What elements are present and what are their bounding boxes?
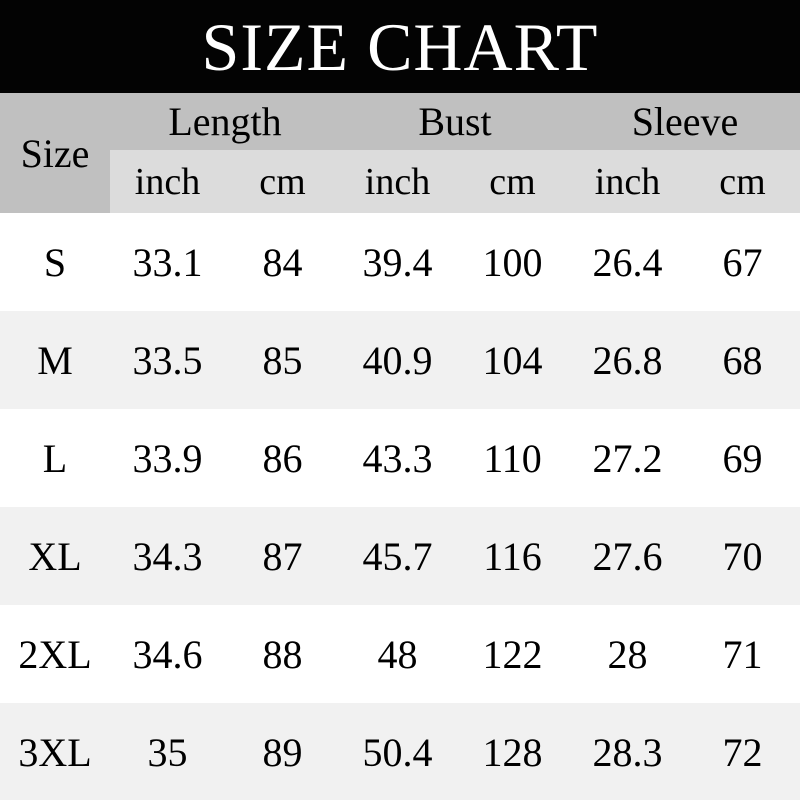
cell-sleeve-cm: 67 (722, 239, 763, 285)
title-banner: SIZE CHART (0, 0, 800, 93)
table-row-l: L 33.9 86 43.3 110 27.2 69 (0, 409, 800, 507)
table-body: S 33.1 84 39.4 100 26.4 67 M 33.5 85 40.… (0, 213, 800, 800)
cell-bust-inch: 50.4 (362, 729, 433, 775)
table-row-xl: XL 34.3 87 45.7 116 27.6 70 (0, 507, 800, 605)
row-size-label: XL (28, 533, 82, 579)
cell-sleeve-inch: 26.8 (592, 337, 663, 383)
column-group-bust: Bust (418, 99, 492, 144)
table-row-2xl: 2XL 34.6 88 48 122 28 71 (0, 605, 800, 703)
column-header-bust-cm: cm (489, 160, 536, 203)
cell-length-inch: 33.1 (132, 239, 203, 285)
cell-length-inch: 35 (147, 729, 188, 775)
cell-length-cm: 85 (262, 337, 303, 383)
cell-bust-cm: 104 (482, 337, 543, 383)
cell-length-inch: 33.9 (132, 435, 203, 481)
cell-length-cm: 89 (262, 729, 303, 775)
cell-length-cm: 86 (262, 435, 303, 481)
cell-bust-inch: 43.3 (362, 435, 433, 481)
cell-bust-cm: 122 (482, 631, 543, 677)
page-title: SIZE CHART (201, 8, 599, 85)
table-header: Size Length Bust Sleeve inch cm inch cm … (0, 93, 800, 213)
cell-sleeve-cm: 70 (722, 533, 763, 579)
column-group-length: Length (168, 99, 282, 144)
cell-length-cm: 87 (262, 533, 303, 579)
column-header-length-inch: inch (134, 160, 201, 203)
cell-length-inch: 33.5 (132, 337, 203, 383)
row-size-label: S (43, 239, 67, 285)
column-group-sleeve: Sleeve (631, 99, 739, 144)
row-size-label: M (37, 337, 73, 383)
cell-bust-inch: 45.7 (362, 533, 433, 579)
table-row-3xl: 3XL 35 89 50.4 128 28.3 72 (0, 703, 800, 800)
cell-length-inch: 34.3 (132, 533, 203, 579)
table-row-s: S 33.1 84 39.4 100 26.4 67 (0, 213, 800, 311)
column-header-sleeve-cm: cm (719, 160, 766, 203)
cell-sleeve-inch: 28.3 (592, 729, 663, 775)
cell-sleeve-inch: 26.4 (592, 239, 663, 285)
cell-length-cm: 88 (262, 631, 303, 677)
cell-bust-inch: 40.9 (362, 337, 433, 383)
column-header-length-cm: cm (259, 160, 306, 203)
cell-sleeve-inch: 27.6 (592, 533, 663, 579)
cell-sleeve-cm: 71 (722, 631, 763, 677)
row-size-label: 3XL (18, 729, 92, 775)
cell-length-inch: 34.6 (132, 631, 203, 677)
group-header-row: Length Bust Sleeve (110, 93, 800, 150)
cell-sleeve-cm: 69 (722, 435, 763, 481)
column-header-bust-inch: inch (364, 160, 431, 203)
column-header-sleeve-inch: inch (594, 160, 661, 203)
cell-bust-inch: 39.4 (362, 239, 433, 285)
cell-bust-inch: 48 (377, 631, 418, 677)
cell-sleeve-inch: 28 (607, 631, 648, 677)
cell-sleeve-cm: 68 (722, 337, 763, 383)
cell-length-cm: 84 (262, 239, 303, 285)
row-size-label: L (42, 435, 68, 481)
cell-bust-cm: 110 (483, 435, 542, 481)
cell-bust-cm: 116 (483, 533, 542, 579)
table-row-m: M 33.5 85 40.9 104 26.8 68 (0, 311, 800, 409)
row-size-label: 2XL (18, 631, 92, 677)
unit-header-row: inch cm inch cm inch cm (110, 150, 800, 213)
column-header-size: Size (20, 130, 90, 176)
cell-sleeve-inch: 27.2 (592, 435, 663, 481)
cell-bust-cm: 100 (482, 239, 543, 285)
cell-bust-cm: 128 (482, 729, 543, 775)
cell-sleeve-cm: 72 (722, 729, 763, 775)
